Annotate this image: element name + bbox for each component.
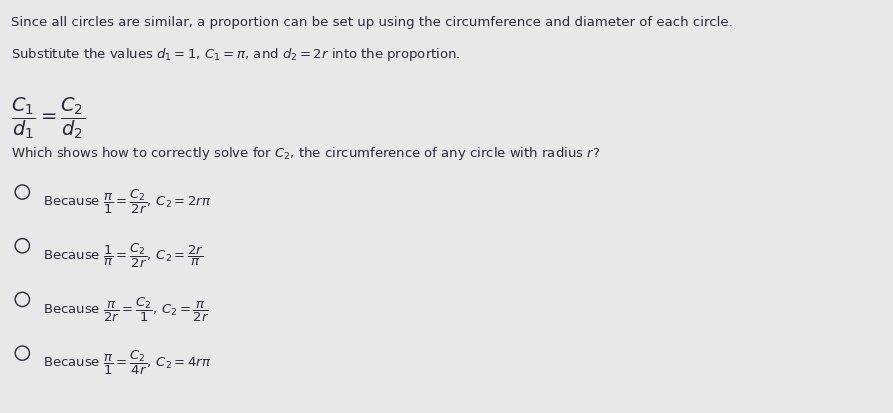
Text: Since all circles are similar, a proportion can be set up using the circumferenc: Since all circles are similar, a proport… [11, 16, 732, 28]
Text: Substitute the values $d_1 = 1,\, C_1 = \pi$, and $d_2 = 2r$ into the proportion: Substitute the values $d_1 = 1,\, C_1 = … [11, 46, 461, 63]
Text: $\dfrac{C_1}{d_1} = \dfrac{C_2}{d_2}$: $\dfrac{C_1}{d_1} = \dfrac{C_2}{d_2}$ [11, 95, 85, 141]
Text: Because $\dfrac{\pi}{1} = \dfrac{C_2}{2r},\, C_2 = 2r\pi$: Because $\dfrac{\pi}{1} = \dfrac{C_2}{2r… [43, 188, 212, 216]
Text: Because $\dfrac{\pi}{2r} = \dfrac{C_2}{1},\, C_2 = \dfrac{\pi}{2r}$: Because $\dfrac{\pi}{2r} = \dfrac{C_2}{1… [43, 295, 209, 323]
Text: Which shows how to correctly solve for $C_2$, the circumference of any circle wi: Which shows how to correctly solve for $… [11, 145, 600, 161]
Text: Because $\dfrac{1}{\pi} = \dfrac{C_2}{2r},\, C_2 = \dfrac{2r}{\pi}$: Because $\dfrac{1}{\pi} = \dfrac{C_2}{2r… [43, 242, 204, 270]
Text: Because $\dfrac{\pi}{1} = \dfrac{C_2}{4r},\, C_2 = 4r\pi$: Because $\dfrac{\pi}{1} = \dfrac{C_2}{4r… [43, 349, 212, 377]
